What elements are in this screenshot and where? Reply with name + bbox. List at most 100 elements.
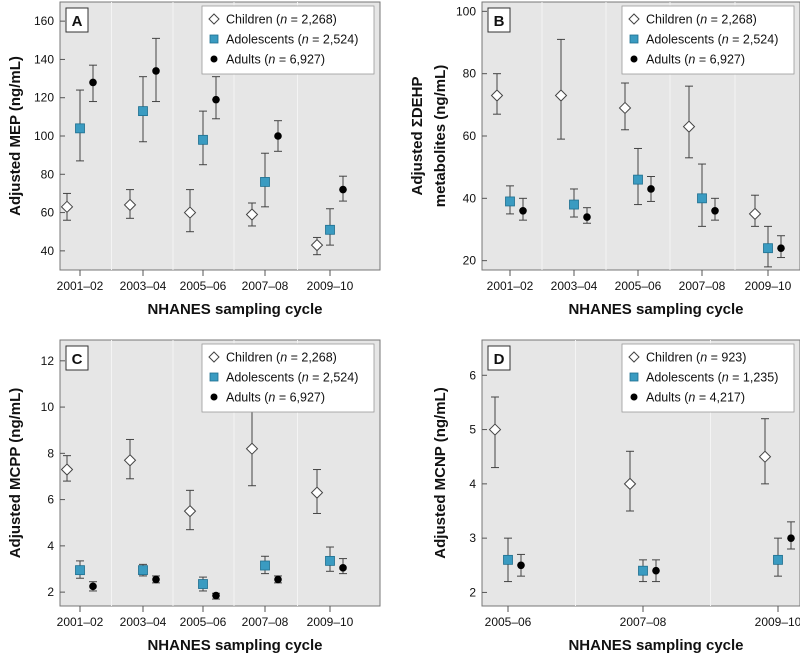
data-point-circle (647, 185, 655, 193)
y-axis-label: Adjusted MCPP (ng/mL) (7, 388, 24, 559)
data-point-square (763, 243, 773, 254)
data-point-circle (777, 244, 785, 252)
series-children (488, 396, 772, 512)
series-adolescents (503, 537, 783, 583)
data-point-square (633, 174, 643, 185)
data-point-square (75, 123, 85, 134)
panel-letter: A (72, 13, 83, 30)
y-tick-label: 4 (469, 477, 476, 491)
x-tick-label: 2007–08 (242, 279, 289, 293)
y-tick-label: 40 (41, 244, 55, 258)
x-tick-label: 2001–02 (57, 279, 104, 293)
y-tick-label: 80 (41, 167, 55, 181)
legend-label: Children (n = 923) (646, 351, 746, 365)
data-point-diamond (748, 207, 762, 221)
legend-label: Adolescents (n = 2,524) (226, 371, 358, 385)
data-point-diamond (554, 89, 568, 102)
data-point-circle (339, 564, 347, 572)
y-tick-label: 5 (469, 423, 476, 437)
y-tick-label: 160 (34, 14, 54, 28)
x-tick-label: 2005–06 (180, 279, 227, 293)
legend-label: Adults (n = 6,927) (226, 53, 325, 67)
y-axis-label-line-2: metabolites (ng/mL) (432, 65, 449, 208)
data-point-circle (519, 206, 527, 215)
data-point-diamond (310, 486, 324, 499)
data-point-circle (152, 575, 160, 584)
x-tick-label: 2001–02 (487, 279, 534, 293)
data-point-diamond (60, 463, 74, 476)
data-point-diamond (488, 423, 502, 436)
data-point-diamond (245, 442, 259, 455)
data-point-square (75, 565, 85, 576)
series-adults (517, 521, 795, 583)
legend-box (201, 5, 375, 75)
y-tick-label: 12 (41, 354, 55, 368)
legend-label: Adults (n = 4,217) (646, 391, 745, 405)
data-point-diamond (758, 450, 772, 463)
x-axis-label: NHANES sampling cycle (568, 637, 743, 654)
data-point-square (505, 196, 515, 207)
y-axis-label-line-1: Adjusted ΣDEHP (409, 76, 426, 195)
panel-letter: D (494, 351, 505, 368)
legend-marker-circle (210, 55, 218, 63)
data-point-diamond (183, 206, 197, 219)
panel-letter-box (487, 7, 511, 33)
legend-label: Children (n = 2,268) (226, 13, 337, 27)
data-point-square (638, 565, 648, 576)
data-point-circle (652, 566, 660, 575)
plot-frame (59, 339, 381, 607)
data-point-diamond (682, 120, 696, 133)
panel-B: 20 40 60 80 100 2001–02 2003–04 2005–06 2007–08 2… (409, 1, 800, 318)
data-point-circle (274, 132, 282, 140)
legend-label: Adolescents (n = 2,524) (226, 33, 358, 47)
panel-C: 2 4 6 8 10 12 2001–02 2003–04 2005–06 2007–08 2009… (7, 339, 381, 654)
data-point-diamond (618, 101, 632, 115)
y-tick-label: 8 (47, 446, 54, 460)
data-point-circle (339, 185, 347, 194)
x-tick-label: 2007–08 (242, 615, 289, 629)
data-point-square (697, 193, 707, 204)
data-point-square (260, 560, 270, 571)
y-tick-label: 2 (47, 585, 54, 599)
legend-label: Children (n = 2,268) (226, 351, 337, 365)
data-point-diamond (183, 504, 197, 518)
panel-letter-box (65, 345, 89, 371)
legend-label: Children (n = 2,268) (646, 13, 757, 27)
data-point-diamond (490, 89, 504, 102)
legend: Children (n = 2,268) Adolescents (n = 2,5… (201, 5, 375, 75)
legend-marker-circle (630, 55, 638, 63)
x-tick-label: 2003–04 (551, 279, 598, 293)
data-point-square (325, 555, 335, 566)
plot-frame (481, 339, 800, 607)
legend-marker-circle (210, 393, 218, 401)
y-tick-label: 10 (41, 400, 55, 414)
y-tick-label: 140 (34, 52, 54, 66)
x-tick-label: 2007–08 (620, 615, 667, 629)
data-point-square (773, 554, 783, 565)
legend-marker-diamond (628, 351, 640, 363)
data-point-circle (583, 213, 591, 221)
x-tick-label: 2007–08 (679, 279, 726, 293)
x-axis-label: NHANES sampling cycle (147, 637, 322, 654)
x-tick-label: 2003–04 (120, 615, 167, 629)
y-tick-label: 6 (469, 368, 476, 382)
data-point-circle (152, 67, 160, 75)
legend-marker-square (629, 34, 639, 44)
legend-marker-diamond (208, 13, 220, 25)
data-point-circle (711, 206, 719, 215)
series-adolescents (75, 76, 335, 246)
x-tick-label: 2009–10 (745, 279, 792, 293)
panel-letter: C (72, 351, 83, 368)
data-point-diamond (123, 454, 137, 467)
series-adults (89, 37, 347, 202)
x-axis-label: NHANES sampling cycle (568, 301, 743, 318)
legend-marker-diamond (628, 13, 640, 25)
legend-label: Adolescents (n = 2,524) (646, 33, 778, 47)
legend-label: Adults (n = 6,927) (646, 53, 745, 67)
data-point-diamond (60, 200, 74, 214)
legend-box (621, 343, 795, 413)
data-point-circle (212, 591, 220, 600)
legend-marker-square (209, 372, 219, 382)
data-point-square (138, 565, 148, 576)
